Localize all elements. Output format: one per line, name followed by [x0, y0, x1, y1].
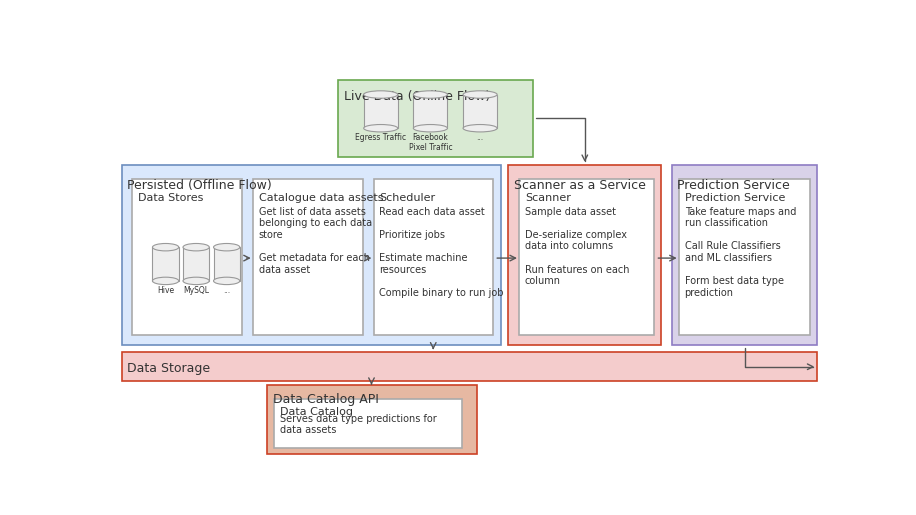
FancyBboxPatch shape	[671, 165, 817, 346]
FancyBboxPatch shape	[364, 95, 398, 128]
Ellipse shape	[152, 244, 179, 251]
Text: Persisted (Offline Flow): Persisted (Offline Flow)	[127, 179, 272, 192]
Text: Catalogue data assets: Catalogue data assets	[258, 193, 383, 203]
Text: ...: ...	[224, 286, 230, 295]
FancyBboxPatch shape	[122, 165, 501, 346]
FancyBboxPatch shape	[213, 247, 240, 281]
FancyBboxPatch shape	[679, 179, 810, 335]
FancyBboxPatch shape	[152, 247, 179, 281]
Ellipse shape	[183, 277, 209, 285]
FancyBboxPatch shape	[413, 95, 447, 128]
Ellipse shape	[152, 277, 179, 285]
Text: Data Storage: Data Storage	[127, 362, 211, 375]
FancyBboxPatch shape	[463, 95, 497, 128]
FancyBboxPatch shape	[132, 179, 242, 335]
Text: Live Data (Online Flow): Live Data (Online Flow)	[344, 90, 490, 102]
Text: Scheduler: Scheduler	[379, 193, 435, 203]
Text: Scanner: Scanner	[525, 193, 571, 203]
Ellipse shape	[413, 91, 447, 98]
Text: Serves data type predictions for
data assets: Serves data type predictions for data as…	[280, 414, 437, 435]
Text: ...: ...	[476, 133, 484, 142]
Ellipse shape	[364, 91, 398, 98]
Text: Read each data asset

Prioritize jobs

Estimate machine
resources

Compile binar: Read each data asset Prioritize jobs Est…	[379, 207, 504, 298]
Text: Data Catalog: Data Catalog	[280, 407, 353, 417]
FancyBboxPatch shape	[338, 80, 533, 157]
FancyBboxPatch shape	[183, 247, 209, 281]
Ellipse shape	[463, 125, 497, 132]
Ellipse shape	[213, 277, 240, 285]
Text: MySQL: MySQL	[183, 286, 209, 295]
Ellipse shape	[413, 125, 447, 132]
Text: Sample data asset

De-serialize complex
data into columns

Run features on each
: Sample data asset De-serialize complex d…	[525, 207, 629, 286]
Ellipse shape	[463, 91, 497, 98]
Text: Data Stores: Data Stores	[138, 193, 203, 203]
Text: Egress Traffic: Egress Traffic	[355, 133, 407, 142]
Text: Hive: Hive	[157, 286, 174, 295]
Text: Facebook
Pixel Traffic: Facebook Pixel Traffic	[409, 133, 453, 152]
Ellipse shape	[213, 244, 240, 251]
FancyBboxPatch shape	[253, 179, 363, 335]
Text: Prediction Service: Prediction Service	[678, 179, 791, 192]
FancyBboxPatch shape	[267, 385, 476, 454]
FancyBboxPatch shape	[122, 352, 817, 381]
Ellipse shape	[183, 244, 209, 251]
FancyBboxPatch shape	[274, 399, 463, 449]
FancyBboxPatch shape	[508, 165, 661, 346]
Text: Take feature maps and
run classification

Call Rule Classifiers
and ML classifie: Take feature maps and run classification…	[684, 207, 796, 298]
FancyBboxPatch shape	[519, 179, 654, 335]
Text: Prediction Service: Prediction Service	[684, 193, 785, 203]
Ellipse shape	[364, 125, 398, 132]
Text: Get list of data assets
belonging to each data
store

Get metadata for each
data: Get list of data assets belonging to eac…	[258, 207, 372, 274]
FancyBboxPatch shape	[374, 179, 493, 335]
Text: Scanner as a Service: Scanner as a Service	[514, 179, 646, 192]
Text: Data Catalog API: Data Catalog API	[273, 393, 378, 406]
